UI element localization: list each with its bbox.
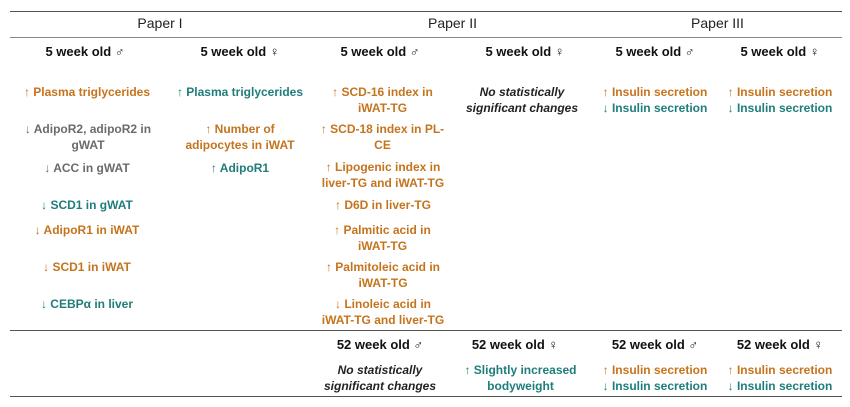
col1-item: ↑ Plasma triglycerides [23, 85, 151, 99]
col3-item: ↑ Palmitic acid in iWAT-TG [334, 223, 431, 253]
col1-item: ↓ SCD1 in iWAT [43, 260, 131, 274]
col1-header: 5 week old ♂ [45, 44, 125, 59]
col6-item-down: ↓ Insulin secretion [727, 101, 833, 115]
col3-item: ↑ SCD-16 index in iWAT-TG [332, 85, 433, 115]
col1-item: ↓ AdipoR2, adipoR2 in gWAT [24, 122, 152, 152]
row52-col5-down: ↓ Insulin secretion [602, 379, 708, 393]
col1-item: ↓ ACC in gWAT [44, 161, 130, 175]
col4-header: 5 week old ♀ [485, 44, 565, 59]
col6-header-52: 52 week old ♀ [736, 337, 824, 352]
col2-item: ↑ Number of adipocytes in iWAT [185, 122, 295, 152]
paper-rule [10, 37, 842, 38]
row52-col6-up: ↑ Insulin secretion [727, 363, 833, 377]
col1-item: ↓ AdipoR1 in iWAT [34, 223, 140, 237]
row52-col6-down: ↓ Insulin secretion [727, 379, 833, 393]
middle-rule [10, 330, 842, 331]
col5-header-52: 52 week old ♂ [611, 337, 699, 352]
col6-item-up: ↑ Insulin secretion [727, 85, 833, 99]
col3-item: ↑ Lipogenic index in liver-TG and iWAT-T… [321, 160, 445, 190]
col4-item: No statistically significant changes [465, 85, 579, 115]
col5-header: 5 week old ♂ [615, 44, 695, 59]
paper-1-title: Paper I [137, 15, 183, 31]
col2-item: ↑ AdipoR1 [210, 161, 270, 175]
col3-header-52: 52 week old ♂ [336, 337, 424, 352]
col3-header: 5 week old ♂ [340, 44, 420, 59]
col5-item-down: ↓ Insulin secretion [602, 101, 708, 115]
col1-item: ↓ CEBPα in liver [40, 297, 134, 311]
col3-item: ↑ Palmitoleic acid in iWAT-TG [325, 260, 441, 290]
top-rule [10, 11, 842, 12]
col2-header: 5 week old ♀ [200, 44, 280, 59]
row52-col4: ↑ Slightly increased bodyweight [464, 363, 577, 393]
col5-item-up: ↑ Insulin secretion [602, 85, 708, 99]
paper-2-title: Paper II [427, 15, 478, 31]
bottom-rule [10, 396, 842, 397]
col6-header: 5 week old ♀ [740, 44, 820, 59]
col3-item: ↑ D6D in liver-TG [334, 198, 432, 212]
col2-item: ↑ Plasma triglycerides [176, 85, 304, 99]
col1-item: ↓ SCD1 in gWAT [41, 198, 133, 212]
col3-item: ↑ SCD-18 index in PL-CE [320, 122, 445, 152]
paper-3-title: Paper III [691, 15, 744, 31]
col4-header-52: 52 week old ♀ [471, 337, 559, 352]
col3-item: ↓ Linoleic acid in iWAT-TG and liver-TG [321, 297, 445, 327]
row52-col5-up: ↑ Insulin secretion [602, 363, 708, 377]
row52-col3: No statistically significant changes [323, 363, 437, 393]
